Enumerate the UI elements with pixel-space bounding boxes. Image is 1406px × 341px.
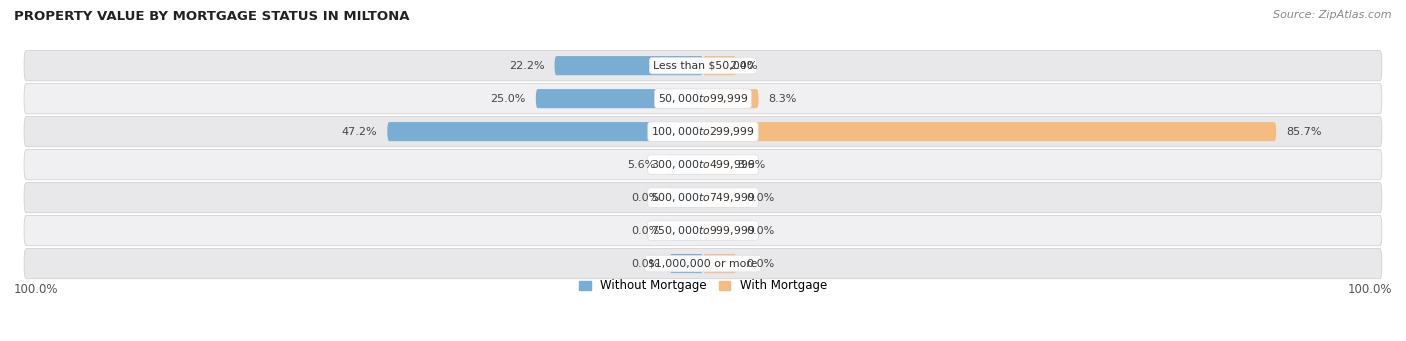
Text: 22.2%: 22.2% xyxy=(509,61,544,71)
FancyBboxPatch shape xyxy=(665,155,703,174)
FancyBboxPatch shape xyxy=(24,117,1382,147)
Text: 0.0%: 0.0% xyxy=(747,226,775,236)
Text: Less than $50,000: Less than $50,000 xyxy=(652,61,754,71)
Text: $50,000 to $99,999: $50,000 to $99,999 xyxy=(658,92,748,105)
FancyBboxPatch shape xyxy=(703,122,1277,141)
FancyBboxPatch shape xyxy=(24,149,1382,180)
FancyBboxPatch shape xyxy=(387,122,703,141)
Text: PROPERTY VALUE BY MORTGAGE STATUS IN MILTONA: PROPERTY VALUE BY MORTGAGE STATUS IN MIL… xyxy=(14,10,409,23)
FancyBboxPatch shape xyxy=(703,56,737,75)
Text: Source: ZipAtlas.com: Source: ZipAtlas.com xyxy=(1274,10,1392,20)
Text: 0.0%: 0.0% xyxy=(747,258,775,269)
Text: $300,000 to $499,999: $300,000 to $499,999 xyxy=(651,158,755,171)
FancyBboxPatch shape xyxy=(536,89,703,108)
FancyBboxPatch shape xyxy=(554,56,703,75)
Text: $750,000 to $999,999: $750,000 to $999,999 xyxy=(651,224,755,237)
Text: 100.0%: 100.0% xyxy=(14,283,59,296)
FancyBboxPatch shape xyxy=(669,254,703,273)
Text: 0.0%: 0.0% xyxy=(631,193,659,203)
FancyBboxPatch shape xyxy=(703,89,758,108)
FancyBboxPatch shape xyxy=(24,182,1382,213)
Text: 0.0%: 0.0% xyxy=(631,226,659,236)
FancyBboxPatch shape xyxy=(669,188,703,207)
Text: $100,000 to $299,999: $100,000 to $299,999 xyxy=(651,125,755,138)
Text: 0.0%: 0.0% xyxy=(747,193,775,203)
FancyBboxPatch shape xyxy=(703,188,737,207)
Text: 2.4%: 2.4% xyxy=(730,61,758,71)
Text: $1,000,000 or more: $1,000,000 or more xyxy=(648,258,758,269)
Text: 47.2%: 47.2% xyxy=(342,127,377,137)
Text: 25.0%: 25.0% xyxy=(491,94,526,104)
FancyBboxPatch shape xyxy=(24,216,1382,246)
Text: 8.3%: 8.3% xyxy=(769,94,797,104)
FancyBboxPatch shape xyxy=(703,254,737,273)
FancyBboxPatch shape xyxy=(24,50,1382,81)
Text: 100.0%: 100.0% xyxy=(1347,283,1392,296)
FancyBboxPatch shape xyxy=(24,84,1382,114)
Text: 0.0%: 0.0% xyxy=(631,258,659,269)
FancyBboxPatch shape xyxy=(703,221,737,240)
Text: $500,000 to $749,999: $500,000 to $749,999 xyxy=(651,191,755,204)
Text: 5.6%: 5.6% xyxy=(627,160,655,169)
FancyBboxPatch shape xyxy=(669,221,703,240)
Text: 85.7%: 85.7% xyxy=(1286,127,1322,137)
FancyBboxPatch shape xyxy=(703,155,737,174)
FancyBboxPatch shape xyxy=(24,248,1382,279)
Legend: Without Mortgage, With Mortgage: Without Mortgage, With Mortgage xyxy=(579,279,827,292)
Text: 3.6%: 3.6% xyxy=(737,160,765,169)
